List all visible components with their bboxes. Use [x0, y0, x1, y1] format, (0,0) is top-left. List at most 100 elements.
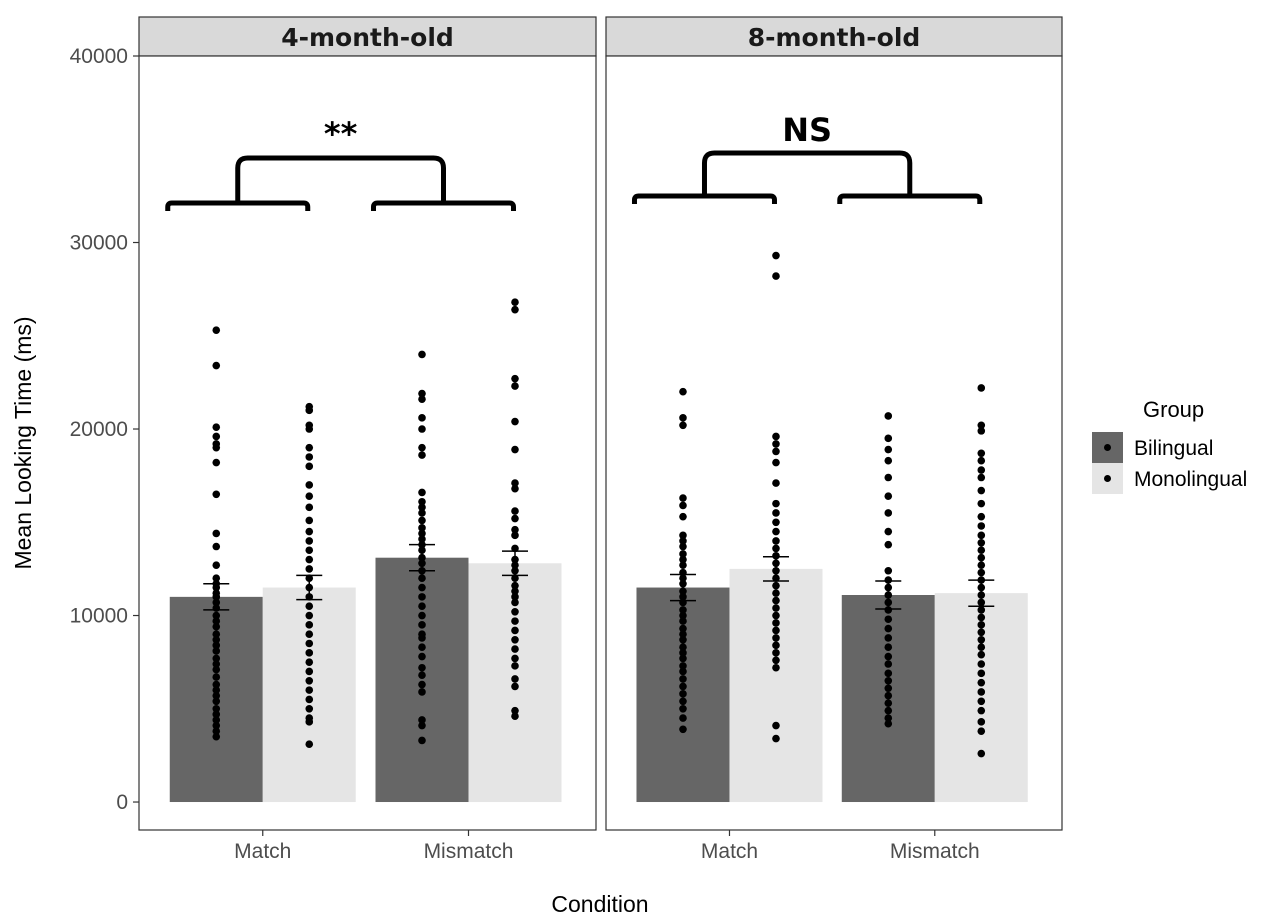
y-tick-label: 30000: [70, 232, 128, 255]
data-point: [977, 678, 986, 687]
data-point: [977, 669, 986, 678]
data-point: [884, 643, 893, 652]
data-point: [884, 473, 893, 482]
data-point: [772, 734, 780, 743]
data-point: [772, 721, 780, 730]
data-point: [679, 512, 687, 521]
data-point: [212, 727, 221, 735]
data-point: [884, 434, 893, 443]
data-point: [418, 671, 426, 679]
data-point: [212, 641, 221, 650]
data-point: [977, 473, 986, 482]
data-point: [679, 494, 687, 502]
data-point: [977, 427, 986, 435]
data-point: [977, 456, 986, 465]
data-point: [772, 518, 780, 527]
data-point: [305, 649, 314, 657]
data-point: [418, 611, 426, 620]
data-point: [511, 662, 519, 670]
data-point: [977, 568, 986, 577]
data-point: [772, 447, 780, 456]
data-point: [679, 714, 687, 722]
data-point: [305, 630, 314, 638]
data-point: [212, 490, 221, 499]
data-point: [511, 305, 519, 314]
data-point: [772, 589, 780, 597]
data-point: [977, 643, 986, 652]
data-point: [418, 652, 426, 661]
data-point: [977, 531, 986, 540]
data-point: [772, 649, 780, 657]
data-point: [511, 298, 519, 306]
data-point: [884, 714, 893, 722]
data-point: [679, 501, 687, 510]
data-point: [977, 706, 986, 715]
y-tick-label: 10000: [70, 605, 128, 628]
data-point: [212, 691, 221, 700]
data-point: [884, 527, 893, 536]
data-point: [418, 583, 426, 592]
data-point: [418, 716, 426, 724]
data-point: [212, 542, 221, 551]
data-point: [511, 617, 519, 625]
data-point: [418, 574, 426, 583]
data-point: [772, 634, 780, 642]
data-point: [212, 665, 221, 674]
data-point: [511, 635, 519, 644]
data-point: [511, 417, 519, 426]
data-point: [977, 727, 986, 735]
data-point: [212, 326, 221, 334]
data-point: [511, 574, 519, 583]
data-point: [418, 395, 426, 403]
data-point: [679, 704, 687, 713]
data-point: [418, 736, 426, 745]
data-point: [884, 615, 893, 624]
data-point: [212, 654, 221, 663]
legend-label: Bilingual: [1134, 437, 1213, 460]
data-point: [977, 635, 986, 644]
data-point: [511, 514, 519, 523]
data-point: [418, 602, 426, 610]
data-point: [977, 486, 986, 495]
data-point: [884, 691, 893, 700]
bar: [262, 587, 356, 803]
data-point: [772, 251, 780, 260]
data-point: [772, 581, 780, 590]
data-point: [212, 732, 221, 741]
data-point: [884, 509, 893, 517]
data-point: [977, 749, 986, 758]
facet-strip-title: 4-month-old: [281, 23, 454, 52]
data-point: [511, 479, 519, 487]
legend-key-point: [1104, 475, 1111, 482]
data-point: [305, 516, 314, 525]
data-point: [418, 593, 426, 601]
data-point: [418, 721, 426, 730]
data-point: [884, 652, 893, 661]
data-point: [511, 626, 519, 635]
data-point: [212, 622, 221, 631]
data-point: [679, 643, 687, 652]
data-point: [305, 718, 314, 726]
data-point: [511, 682, 519, 691]
facet-strip: [138, 16, 597, 57]
data-point: [305, 492, 314, 500]
data-point: [977, 628, 986, 637]
data-point: [679, 624, 687, 633]
data-point: [679, 635, 687, 644]
data-point: [418, 535, 426, 543]
data-point: [418, 529, 426, 538]
facet-panel-0: 4-month-old Match Mismatch **: [138, 16, 597, 863]
data-point: [418, 509, 426, 517]
panel-border: [138, 55, 597, 831]
data-point: [679, 611, 687, 620]
data-point: [418, 516, 426, 525]
data-point: [305, 704, 314, 713]
data-point: [772, 537, 780, 545]
data-point: [884, 492, 893, 500]
data-point: [418, 414, 426, 422]
data-point: [977, 466, 986, 474]
legend-key-point: [1104, 444, 1111, 451]
data-point: [305, 639, 314, 648]
data-point: [679, 649, 687, 657]
